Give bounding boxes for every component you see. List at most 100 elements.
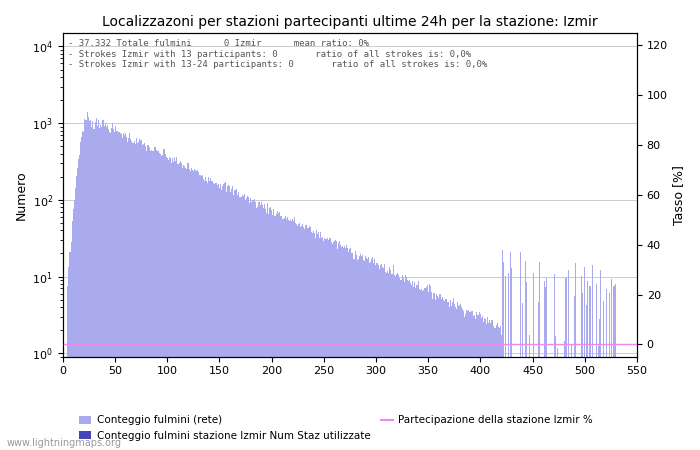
Bar xyxy=(147,145,148,450)
Bar xyxy=(96,118,97,450)
Bar xyxy=(385,272,386,450)
Bar xyxy=(609,292,610,450)
Bar xyxy=(347,248,349,450)
Bar xyxy=(508,273,509,450)
Bar xyxy=(317,234,318,450)
Bar xyxy=(132,143,133,450)
Bar xyxy=(193,171,194,450)
Bar xyxy=(332,242,334,450)
Bar xyxy=(417,285,418,450)
Bar xyxy=(396,274,398,450)
Bar xyxy=(94,129,95,450)
Bar xyxy=(435,300,436,450)
Bar xyxy=(302,225,303,450)
Bar xyxy=(522,303,523,450)
Bar xyxy=(297,226,298,450)
Bar xyxy=(473,315,474,450)
Bar xyxy=(116,131,118,450)
Bar xyxy=(315,238,316,450)
Bar xyxy=(408,281,409,450)
Bar xyxy=(383,268,384,450)
Bar xyxy=(452,302,453,450)
Bar xyxy=(393,265,394,450)
Bar xyxy=(150,151,151,450)
Bar xyxy=(533,273,534,450)
Bar xyxy=(248,197,249,450)
Bar xyxy=(482,316,483,450)
Bar xyxy=(460,304,461,450)
Bar xyxy=(484,318,485,450)
Bar xyxy=(217,185,218,450)
Bar xyxy=(225,182,226,450)
Bar xyxy=(581,276,582,450)
Bar xyxy=(152,151,153,450)
Bar xyxy=(494,328,496,450)
Bar xyxy=(416,285,417,450)
Bar xyxy=(303,227,304,450)
Bar xyxy=(373,262,374,450)
Bar xyxy=(126,137,127,450)
Bar xyxy=(78,159,79,450)
Bar xyxy=(314,233,315,450)
Bar xyxy=(247,196,248,450)
Bar xyxy=(564,341,566,450)
Bar xyxy=(371,259,372,450)
Bar xyxy=(258,202,260,450)
Bar xyxy=(195,170,196,450)
Bar xyxy=(428,284,430,450)
Bar xyxy=(288,220,289,450)
Bar xyxy=(292,220,293,450)
Bar xyxy=(144,144,145,450)
Bar xyxy=(598,346,599,450)
Bar xyxy=(267,202,268,450)
Bar xyxy=(335,239,336,450)
Bar xyxy=(205,176,206,450)
Bar xyxy=(154,147,155,450)
Bar xyxy=(249,202,250,450)
Bar xyxy=(480,314,481,450)
Bar xyxy=(436,294,437,450)
Bar xyxy=(455,307,456,450)
Bar xyxy=(265,209,266,450)
Bar xyxy=(377,265,379,450)
Bar xyxy=(67,286,69,450)
Bar xyxy=(328,239,330,450)
Bar xyxy=(439,294,440,450)
Bar xyxy=(390,270,391,450)
Bar xyxy=(443,300,444,450)
Bar xyxy=(582,292,583,450)
Bar xyxy=(324,238,326,450)
Bar xyxy=(153,151,154,450)
Bar xyxy=(589,286,591,450)
Bar xyxy=(164,153,165,450)
Bar xyxy=(80,142,81,450)
Bar xyxy=(336,241,337,450)
Bar xyxy=(197,170,198,450)
Bar xyxy=(354,251,356,450)
Bar xyxy=(134,141,135,450)
Bar xyxy=(555,336,556,450)
Bar xyxy=(264,204,265,450)
Bar xyxy=(162,155,164,450)
Bar xyxy=(356,260,358,450)
Bar xyxy=(156,150,158,450)
Bar xyxy=(81,137,82,450)
Bar xyxy=(184,166,186,450)
Bar xyxy=(526,282,527,450)
Bar xyxy=(369,263,370,450)
Bar xyxy=(458,306,459,450)
Bar xyxy=(122,133,124,450)
Bar xyxy=(79,155,80,450)
Bar xyxy=(246,198,247,450)
Bar xyxy=(320,232,321,450)
Bar xyxy=(519,252,521,450)
Bar xyxy=(337,249,338,450)
Bar xyxy=(289,221,290,450)
Bar xyxy=(410,283,411,450)
Bar xyxy=(155,147,156,450)
Bar xyxy=(611,279,612,450)
Bar xyxy=(374,259,375,450)
Bar xyxy=(570,345,572,450)
Bar xyxy=(430,292,432,450)
Bar xyxy=(268,214,269,450)
